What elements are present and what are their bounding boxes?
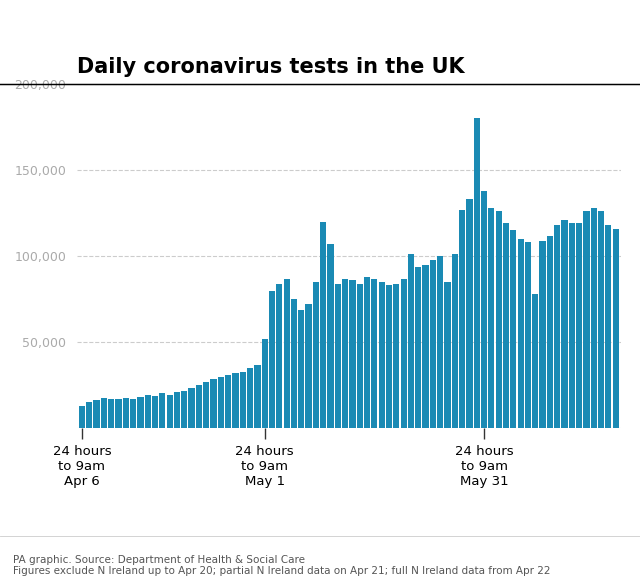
Bar bbox=[298, 310, 305, 428]
Bar bbox=[452, 255, 458, 428]
Bar bbox=[174, 393, 180, 428]
Bar bbox=[93, 400, 100, 428]
Bar bbox=[495, 211, 502, 428]
Bar bbox=[422, 265, 429, 428]
Bar bbox=[518, 239, 524, 428]
Bar bbox=[79, 406, 85, 428]
Bar bbox=[130, 399, 136, 428]
Bar bbox=[225, 375, 231, 428]
Bar bbox=[503, 223, 509, 428]
Bar bbox=[335, 284, 341, 428]
Bar bbox=[232, 373, 239, 428]
Bar bbox=[203, 382, 209, 428]
Bar bbox=[152, 395, 158, 428]
Bar bbox=[254, 365, 260, 428]
Bar bbox=[474, 119, 480, 428]
Bar bbox=[159, 393, 166, 428]
Bar bbox=[612, 229, 619, 428]
Bar bbox=[211, 379, 216, 428]
Bar bbox=[371, 278, 378, 428]
Bar bbox=[591, 208, 597, 428]
Bar bbox=[269, 291, 275, 428]
Bar bbox=[123, 398, 129, 428]
Bar bbox=[284, 278, 290, 428]
Bar bbox=[328, 244, 333, 428]
Bar bbox=[239, 372, 246, 428]
Bar bbox=[276, 284, 282, 428]
Bar bbox=[145, 395, 151, 428]
Bar bbox=[364, 277, 370, 428]
Bar bbox=[554, 225, 560, 428]
Bar bbox=[100, 398, 107, 428]
Bar bbox=[196, 384, 202, 428]
Bar bbox=[218, 377, 224, 428]
Bar bbox=[605, 225, 611, 428]
Bar bbox=[467, 199, 472, 428]
Bar bbox=[415, 266, 421, 428]
Bar bbox=[540, 241, 546, 428]
Bar bbox=[393, 284, 399, 428]
Bar bbox=[488, 208, 495, 428]
Bar bbox=[561, 220, 568, 428]
Bar bbox=[576, 223, 582, 428]
Bar bbox=[356, 284, 363, 428]
Bar bbox=[262, 339, 268, 428]
Bar bbox=[291, 299, 297, 428]
Bar bbox=[181, 391, 188, 428]
Bar bbox=[437, 256, 444, 428]
Bar bbox=[532, 294, 538, 428]
Bar bbox=[379, 282, 385, 428]
Bar bbox=[401, 278, 407, 428]
Bar bbox=[408, 255, 414, 428]
Bar bbox=[481, 190, 487, 428]
Bar bbox=[342, 278, 348, 428]
Bar bbox=[305, 305, 312, 428]
Bar bbox=[86, 402, 92, 428]
Bar bbox=[430, 259, 436, 428]
Bar bbox=[510, 230, 516, 428]
Bar bbox=[349, 280, 356, 428]
Text: Daily coronavirus tests in the UK: Daily coronavirus tests in the UK bbox=[77, 57, 465, 77]
Bar bbox=[547, 236, 553, 428]
Bar bbox=[166, 395, 173, 428]
Bar bbox=[583, 211, 589, 428]
Bar bbox=[598, 211, 604, 428]
Text: PA graphic. Source: Department of Health & Social Care
Figures exclude N Ireland: PA graphic. Source: Department of Health… bbox=[13, 555, 550, 576]
Bar bbox=[313, 282, 319, 428]
Bar bbox=[138, 397, 143, 428]
Bar bbox=[459, 210, 465, 428]
Bar bbox=[444, 282, 451, 428]
Bar bbox=[525, 243, 531, 428]
Bar bbox=[115, 399, 122, 428]
Bar bbox=[320, 222, 326, 428]
Bar bbox=[386, 285, 392, 428]
Bar bbox=[569, 223, 575, 428]
Bar bbox=[189, 388, 195, 428]
Bar bbox=[247, 368, 253, 428]
Bar bbox=[108, 399, 115, 428]
